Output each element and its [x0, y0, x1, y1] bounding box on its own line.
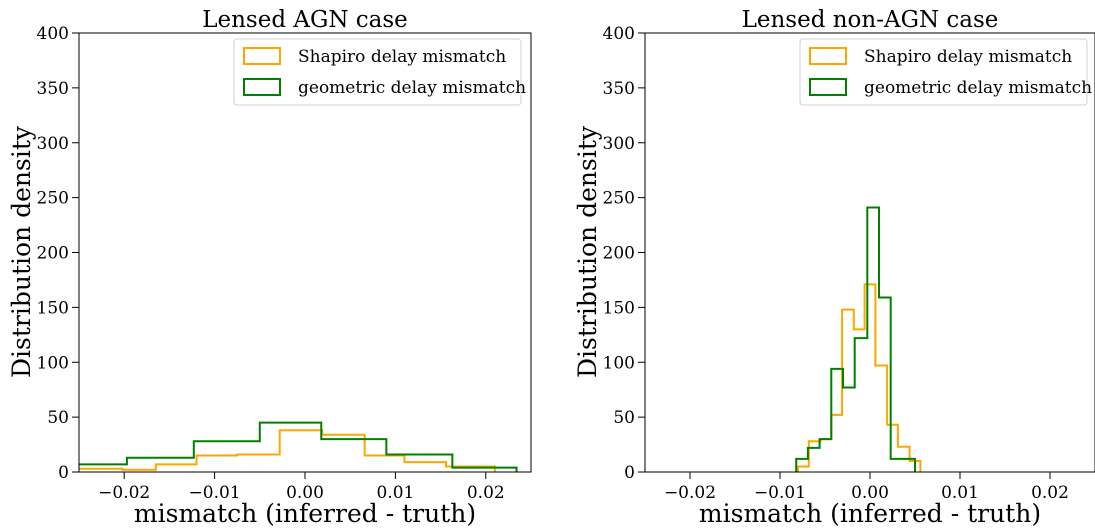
- y-tick-label: 400: [37, 24, 69, 44]
- legend-swatch-shapiro: [809, 47, 847, 65]
- plot-frame: [644, 32, 1095, 473]
- x-tick-label: 0.02: [1031, 483, 1069, 503]
- legend-frame: [233, 38, 522, 106]
- panel-lensed-non-agn: Lensed non-AGN case mismatch (inferred -…: [573, 7, 1095, 528]
- y-tick-label: 400: [603, 24, 635, 44]
- x-axis-label: mismatch (inferred - truth): [134, 499, 476, 528]
- histogram-shapiro-step: [79, 429, 496, 472]
- histogram-geometric-step: [79, 421, 518, 472]
- y-tick-label: 200: [37, 244, 69, 264]
- histogram-series-group: [79, 421, 518, 472]
- x-tick-label: −0.01: [189, 483, 241, 503]
- x-tick-label: 0.02: [467, 483, 505, 503]
- y-tick-label: 100: [603, 353, 635, 373]
- plot-frame: [78, 32, 532, 473]
- legend-frame: [799, 38, 1088, 106]
- y-tick-label: 100: [37, 353, 69, 373]
- histogram-geometric-step: [795, 206, 916, 472]
- x-tick-label: −0.02: [664, 483, 716, 503]
- y-tick-label: 0: [624, 463, 635, 483]
- y-tick-label: 300: [603, 134, 635, 154]
- legend-label-shapiro: Shapiro delay mismatch: [298, 47, 506, 67]
- legend-label-geometric: geometric delay mismatch: [298, 78, 526, 98]
- x-tick-label: 0.01: [376, 483, 414, 503]
- y-axis-label: Distribution density: [7, 125, 36, 378]
- panel-lensed-agn: Lensed AGN case mismatch (inferred - tru…: [7, 7, 532, 528]
- x-tick-label: −0.01: [754, 483, 806, 503]
- y-tick-label: 250: [603, 189, 635, 209]
- tick-group: −0.02 −0.01 0.00 0.01 0.02 0 50 100 150 200 250 300…: [603, 24, 1069, 503]
- y-tick-label: 250: [37, 189, 69, 209]
- histogram-shapiro-step: [797, 283, 922, 472]
- legend-label-shapiro: Shapiro delay mismatch: [864, 47, 1072, 67]
- y-tick-label: 50: [47, 408, 69, 428]
- legend-swatch-geometric: [243, 78, 281, 96]
- y-tick-label: 350: [603, 79, 635, 99]
- legend: Shapiro delay mismatch geometric delay m…: [799, 38, 1092, 106]
- chart-title: Lensed AGN case: [202, 7, 408, 33]
- y-tick-label: 50: [613, 408, 635, 428]
- legend-swatch-shapiro: [243, 47, 281, 65]
- tick-group: −0.02 −0.01 0.00 0.01 0.02 0 50 100 150 200 250 300…: [37, 24, 505, 503]
- legend-swatch-geometric: [809, 78, 847, 96]
- x-tick-label: 0.01: [941, 483, 979, 503]
- y-tick-label: 0: [58, 463, 69, 483]
- y-tick-label: 200: [603, 244, 635, 264]
- y-tick-label: 150: [603, 298, 635, 318]
- x-axis-label: mismatch (inferred - truth): [699, 499, 1041, 528]
- chart-title: Lensed non-AGN case: [742, 7, 999, 33]
- legend-label-geometric: geometric delay mismatch: [864, 78, 1092, 98]
- histogram-series-group: [795, 206, 922, 472]
- x-tick-label: 0.00: [851, 483, 889, 503]
- y-tick-label: 150: [37, 298, 69, 318]
- y-tick-label: 350: [37, 79, 69, 99]
- y-axis-label: Distribution density: [573, 125, 602, 378]
- y-tick-label: 300: [37, 134, 69, 154]
- x-tick-label: −0.02: [98, 483, 150, 503]
- x-tick-label: 0.00: [286, 483, 324, 503]
- legend: Shapiro delay mismatch geometric delay m…: [233, 38, 526, 106]
